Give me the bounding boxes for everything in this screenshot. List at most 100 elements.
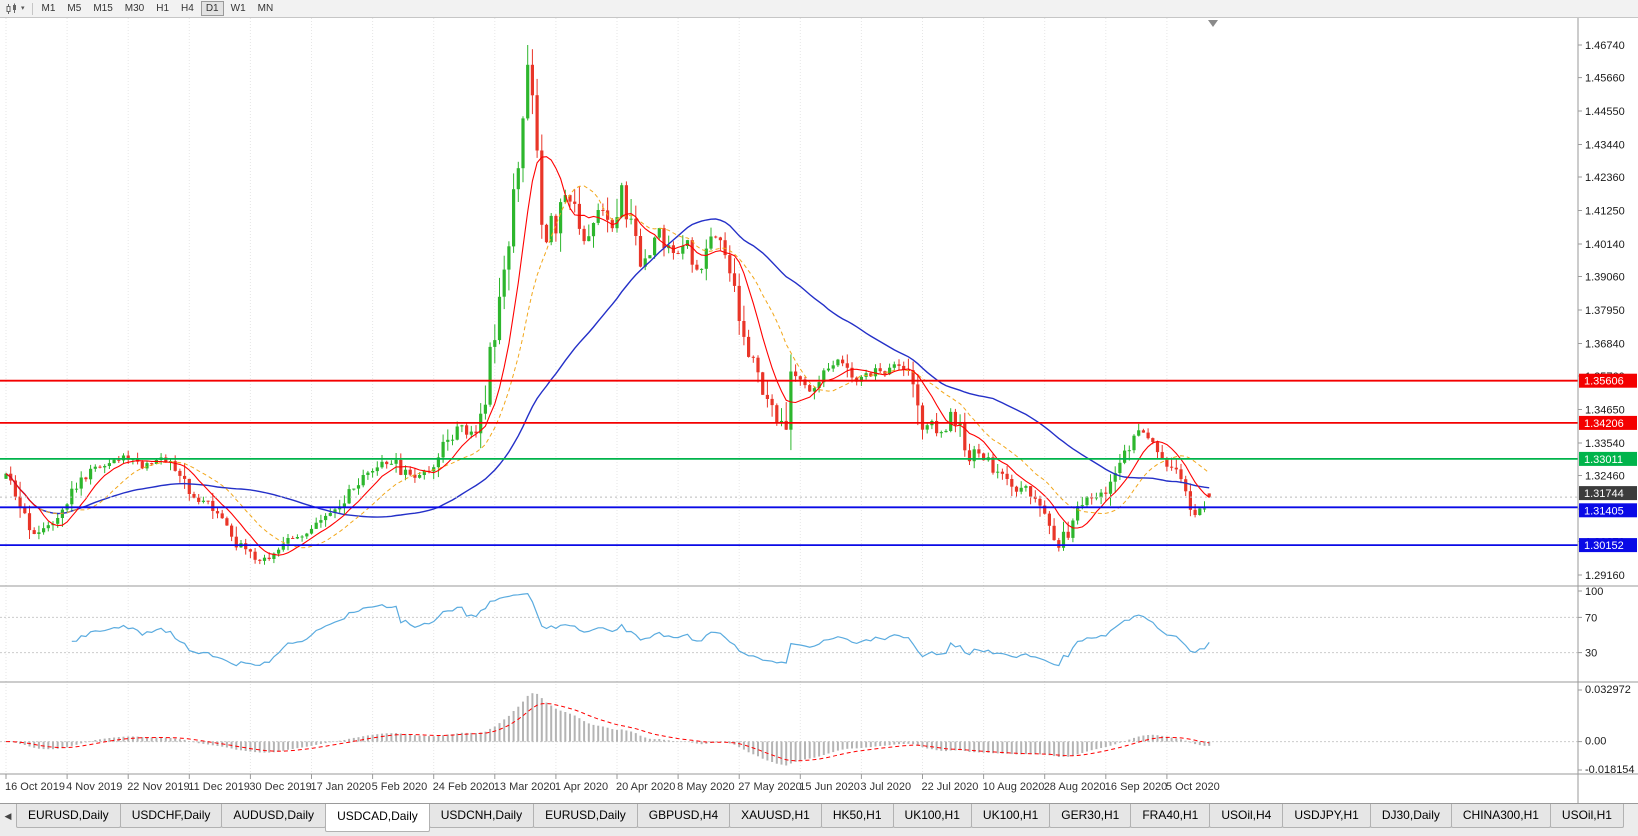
svg-text:1.39060: 1.39060 [1585,272,1625,284]
symbol-tab-usoil-h4[interactable]: USOil,H4 [1209,804,1284,828]
symbol-tab-bar: ◀ EURUSD,Daily USDCHF,Daily AUDUSD,Daily US… [0,803,1638,836]
symbol-tab-audusd-daily[interactable]: AUDUSD,Daily [221,804,327,828]
svg-text:1.41250: 1.41250 [1585,206,1625,218]
symbol-tab-usdjpy-h1[interactable]: USDJPY,H1 [1282,804,1371,828]
price-tag [1579,373,1637,388]
symbol-tabs: EURUSD,Daily USDCHF,Daily AUDUSD,Daily USDC… [16,804,1624,832]
symbol-tab-gbpusd-h4[interactable]: GBPUSD,H4 [636,804,731,828]
svg-text:30: 30 [1585,648,1597,660]
svg-text:15 Jun 2020: 15 Jun 2020 [799,781,860,793]
svg-text:1 Apr 2020: 1 Apr 2020 [555,781,608,793]
symbol-tab-usdcnh-daily[interactable]: USDCNH,Daily [428,804,535,828]
rsi-line [71,592,1210,667]
svg-text:13 Mar 2020: 13 Mar 2020 [494,781,556,793]
svg-text:16 Oct 2019: 16 Oct 2019 [5,781,65,793]
price-tag-label: 1.33011 [1584,454,1623,466]
price-tag-label: 1.30152 [1584,540,1624,552]
svg-text:5 Oct 2020: 5 Oct 2020 [1166,781,1220,793]
svg-text:1.40140: 1.40140 [1585,239,1625,251]
svg-text:1.44550: 1.44550 [1585,106,1625,118]
symbol-tab-hk50-h1[interactable]: HK50,H1 [820,804,894,828]
timeframe-button-h4[interactable]: H4 [181,3,194,14]
svg-text:27 May 2020: 27 May 2020 [738,781,802,793]
svg-text:17 Jan 2020: 17 Jan 2020 [311,781,372,793]
svg-text:4 Nov 2019: 4 Nov 2019 [66,781,122,793]
svg-text:30 Dec 2019: 30 Dec 2019 [249,781,311,793]
price-tag [1579,486,1637,501]
symbol-tab-usdchf-daily[interactable]: USDCHF,Daily [119,804,223,828]
ma-fast-line [5,156,1210,556]
svg-text:24 Feb 2020: 24 Feb 2020 [433,781,495,793]
svg-text:28 Aug 2020: 28 Aug 2020 [1044,781,1106,793]
svg-text:70: 70 [1585,612,1597,624]
svg-text:0.032972: 0.032972 [1585,684,1631,696]
macd-signal-line [6,702,1210,762]
candle-chart-icon [6,3,16,14]
symbol-tab-xauusd-h1[interactable]: XAUUSD,H1 [729,804,822,828]
svg-text:1.33540: 1.33540 [1585,438,1625,450]
svg-text:22 Nov 2019: 22 Nov 2019 [127,781,189,793]
price-tag-label: 1.31744 [1584,488,1624,500]
symbol-tab-uk100-h1[interactable]: UK100,H1 [970,804,1051,828]
symbol-tab-eurusd-daily[interactable]: EURUSD,Daily [16,804,121,828]
symbol-tab-dj30-daily[interactable]: DJ30,Daily [1369,804,1452,828]
symbol-tab-ger30-h1[interactable]: GER30,H1 [1049,804,1132,828]
ma-slow-line [5,218,1210,518]
chevron-down-icon: ▾ [21,5,25,12]
symbol-tab-usdcad-daily[interactable]: USDCAD,Daily [325,804,430,832]
timeframe-toolbar: ▾ M1 M5 M15 M30 H1 H4 D1 W1 MN [0,0,1638,18]
svg-text:-0.018154: -0.018154 [1585,764,1635,776]
price-tag [1579,451,1637,466]
svg-text:20 Apr 2020: 20 Apr 2020 [616,781,675,793]
svg-text:100: 100 [1585,586,1603,598]
tab-scroll-left-button[interactable]: ◀ [4,810,12,821]
svg-text:10 Aug 2020: 10 Aug 2020 [983,781,1045,793]
svg-text:1.29160: 1.29160 [1585,570,1625,582]
price-tag-label: 1.31405 [1584,505,1624,517]
timeframe-button-m5[interactable]: M5 [67,3,82,14]
svg-text:22 Jul 2020: 22 Jul 2020 [922,781,979,793]
svg-text:0.00: 0.00 [1585,736,1606,748]
timeframe-button-m30[interactable]: M30 [124,3,145,14]
svg-text:1.43440: 1.43440 [1585,140,1625,152]
price-tag [1579,415,1637,430]
price-scale[interactable] [1578,18,1638,803]
svg-text:1.46740: 1.46740 [1585,40,1625,52]
chart-tool-button[interactable]: ▾ [3,1,28,17]
timeframe-button-w1[interactable]: W1 [230,3,246,14]
timeframe-button-m15[interactable]: M15 [93,3,113,14]
price-tag-label: 1.34206 [1584,418,1624,430]
price-tag-label: 1.35606 [1584,376,1624,388]
timeframe-buttons: M1 M5 M15 M30 H1 H4 D1 W1 MN [37,1,279,16]
symbol-tab-fra40-h1[interactable]: FRA40,H1 [1130,804,1211,828]
timeframe-button-d1[interactable]: D1 [200,1,224,16]
chart-shift-marker-icon[interactable] [1208,20,1218,27]
svg-text:1.45660: 1.45660 [1585,73,1625,85]
axis-labels: 1.46740 1.45660 1.44550 1.43440 1.42360 1.412… [1578,40,1635,776]
toolbar-separator [31,2,33,15]
svg-text:5 Feb 2020: 5 Feb 2020 [372,781,428,793]
symbol-tab-china300-h1[interactable]: CHINA300,H1 [1450,804,1551,828]
svg-text:1.34650: 1.34650 [1585,405,1625,417]
svg-text:1.37950: 1.37950 [1585,305,1625,317]
price-tag [1579,538,1637,553]
symbol-tab-uk100-h1[interactable]: UK100,H1 [892,804,972,828]
svg-text:1.32460: 1.32460 [1585,471,1625,483]
timeframe-button-h1[interactable]: H1 [156,3,170,14]
symbol-tab-eurusd-daily[interactable]: EURUSD,Daily [533,804,638,828]
price-tag [1579,503,1637,518]
ma-mid-line [5,185,1210,549]
chart-area[interactable]: ▼USDCAD,Daily1.31866 1.31868 1.31716 1.3… [0,18,1638,803]
timeframe-button-mn[interactable]: MN [257,3,274,14]
svg-text:1.36840: 1.36840 [1585,339,1625,351]
svg-text:1.42360: 1.42360 [1585,172,1625,184]
svg-text:3 Jul 2020: 3 Jul 2020 [860,781,911,793]
symbol-tab-usoil-h1[interactable]: USOil,H1 [1549,804,1624,828]
svg-text:8 May 2020: 8 May 2020 [677,781,734,793]
timeframe-button-m1[interactable]: M1 [41,3,56,14]
svg-text:11 Dec 2019: 11 Dec 2019 [188,781,250,793]
chart-canvas[interactable]: 1.46740 1.45660 1.44550 1.43440 1.42360 1.412… [0,18,1638,803]
svg-text:16 Sep 2020: 16 Sep 2020 [1105,781,1167,793]
